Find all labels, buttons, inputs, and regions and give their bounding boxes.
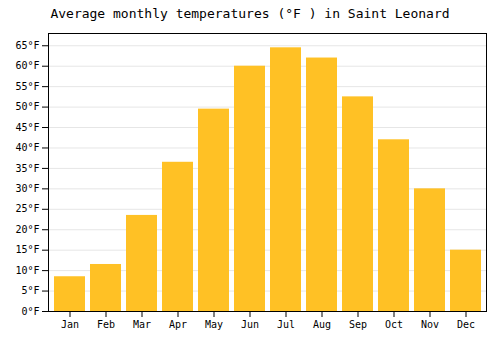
svg-text:Apr: Apr [169, 319, 187, 330]
svg-text:Nov: Nov [421, 319, 439, 330]
svg-text:55°F: 55°F [15, 81, 39, 92]
svg-text:Jan: Jan [61, 319, 79, 330]
svg-text:10°F: 10°F [15, 265, 39, 276]
svg-text:50°F: 50°F [15, 101, 39, 112]
svg-text:25°F: 25°F [15, 203, 39, 214]
svg-text:60°F: 60°F [15, 60, 39, 71]
svg-text:May: May [205, 319, 223, 330]
svg-text:Oct: Oct [385, 319, 403, 330]
svg-text:35°F: 35°F [15, 163, 39, 174]
svg-text:Sep: Sep [349, 319, 367, 330]
svg-text:30°F: 30°F [15, 183, 39, 194]
svg-text:Mar: Mar [133, 319, 151, 330]
svg-text:Dec: Dec [457, 319, 475, 330]
svg-text:Jul: Jul [277, 319, 295, 330]
svg-text:45°F: 45°F [15, 122, 39, 133]
svg-text:15°F: 15°F [15, 244, 39, 255]
svg-text:Feb: Feb [97, 319, 115, 330]
svg-text:20°F: 20°F [15, 224, 39, 235]
svg-text:65°F: 65°F [15, 40, 39, 51]
svg-text:5°F: 5°F [21, 285, 39, 296]
svg-text:40°F: 40°F [15, 142, 39, 153]
html-text:Average monthly temperatures (: Average monthly temperatures (°F ) in Sa… [50, 6, 450, 21]
svg-text:0°F: 0°F [21, 306, 39, 317]
svg-text:Jun: Jun [241, 319, 259, 330]
svg-text:Aug: Aug [313, 319, 331, 330]
